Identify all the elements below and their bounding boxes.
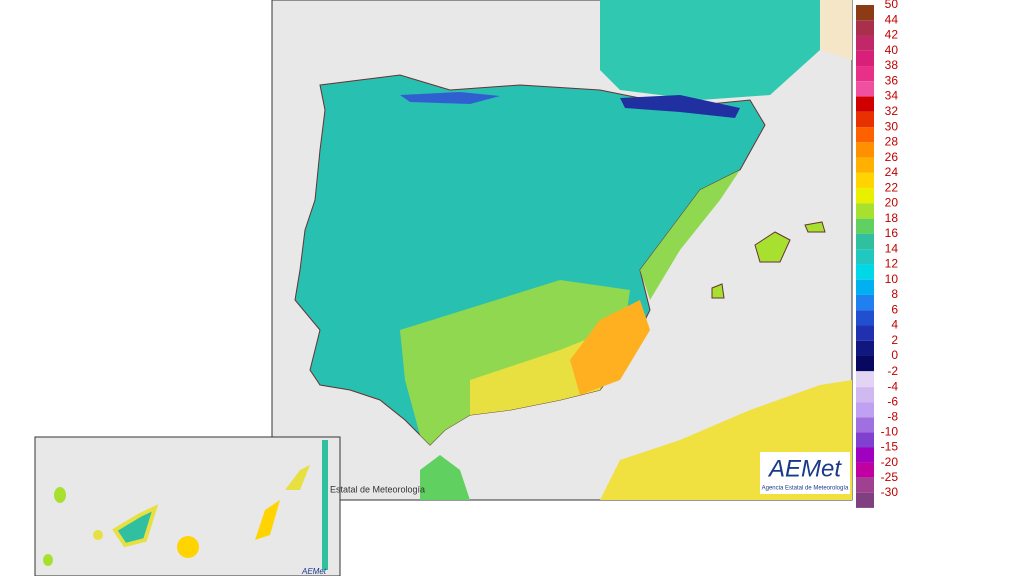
legend-label: 38 — [885, 58, 899, 72]
inset-legend — [322, 440, 328, 570]
legend-swatch — [856, 66, 874, 82]
legend-swatch — [856, 81, 874, 97]
legend-swatch — [856, 172, 874, 189]
legend-swatch — [856, 462, 874, 478]
hot-region — [570, 300, 650, 395]
logo-subtitle: Agencia Estatal de Meteorología — [762, 486, 849, 492]
legend-swatch — [856, 447, 874, 463]
africa-west — [420, 455, 470, 500]
legend-label: 28 — [885, 135, 899, 149]
legend-label: 4 — [891, 318, 898, 332]
legend-swatch — [856, 264, 874, 280]
legend-label: 2 — [891, 333, 898, 347]
fuerteventura — [255, 500, 280, 540]
legend-label: 12 — [885, 257, 899, 271]
legend-label: 6 — [891, 302, 898, 316]
legend-swatch — [856, 127, 874, 143]
legend-label: -2 — [887, 364, 898, 378]
logo: AEMet — [767, 455, 842, 482]
legend-label: 26 — [885, 150, 899, 164]
legend-swatch — [856, 5, 874, 21]
legend-label: 24 — [885, 165, 899, 179]
legend-swatch — [856, 477, 874, 493]
island — [43, 554, 53, 566]
legend-label: 18 — [885, 211, 899, 225]
legend-label: 10 — [885, 272, 899, 286]
legend-label: 22 — [885, 180, 899, 194]
legend-label: 32 — [885, 104, 899, 118]
legend-label: 42 — [885, 28, 899, 42]
legend-label: -4 — [887, 379, 898, 393]
gran-canaria — [177, 536, 199, 558]
legend-swatch — [856, 325, 874, 341]
legend-label: 34 — [885, 89, 899, 103]
legend-swatch — [856, 355, 874, 372]
inset-logo: AEMet — [301, 567, 327, 576]
tenerife — [112, 504, 159, 548]
legend-label: 0 — [891, 348, 898, 362]
legend-swatch — [856, 294, 874, 311]
menorca — [804, 221, 826, 233]
logo-box — [760, 452, 850, 494]
ibiza — [711, 283, 725, 299]
legend-swatch — [856, 432, 874, 448]
legend-label: 50 — [885, 0, 899, 11]
legend-swatch — [856, 157, 874, 173]
legend-swatch — [856, 203, 874, 219]
legend-swatch — [856, 249, 874, 265]
france — [600, 0, 820, 100]
inset-caption: Estatal de Meteorología — [330, 484, 425, 494]
legend-swatch — [856, 310, 874, 326]
legend-label: -30 — [881, 485, 899, 499]
legend-label: 8 — [891, 287, 898, 301]
lanzarote — [285, 465, 310, 490]
legend-swatch — [856, 233, 874, 250]
legend-label: -20 — [881, 455, 899, 469]
legend-label: 14 — [885, 241, 899, 255]
legend-swatch — [856, 35, 874, 51]
legend-swatch — [856, 492, 874, 508]
legend-swatch — [856, 111, 874, 128]
legend-swatch — [856, 340, 874, 356]
island — [54, 487, 66, 503]
legend-swatch — [856, 50, 874, 67]
legend-swatch — [856, 402, 874, 418]
legend-label: 44 — [885, 12, 899, 26]
legend-label: 30 — [885, 119, 899, 133]
legend-label: -10 — [881, 425, 899, 439]
legend-label: -25 — [881, 470, 899, 484]
legend-swatch — [856, 96, 874, 112]
legend-label: -8 — [887, 409, 898, 423]
legend-swatch — [856, 218, 874, 234]
legend-swatch — [856, 387, 874, 403]
warmer-region — [470, 330, 610, 415]
legend-label: -15 — [881, 440, 899, 454]
mallorca — [754, 231, 791, 263]
legend-swatch — [856, 188, 874, 204]
island — [93, 530, 103, 540]
legend-label: 40 — [885, 43, 899, 57]
legend-label: 20 — [885, 196, 899, 210]
legend-swatch — [856, 20, 874, 36]
legend-label: -6 — [887, 394, 898, 408]
legend-label: 16 — [885, 226, 899, 240]
legend-swatch — [856, 142, 874, 158]
legend-swatch — [856, 279, 874, 295]
pyrenees — [620, 95, 740, 118]
warm-region — [400, 280, 630, 445]
land-edge — [820, 0, 852, 60]
legend-swatch — [856, 372, 874, 388]
legend-swatch — [856, 417, 874, 433]
coast-region — [640, 170, 740, 300]
legend-label: 36 — [885, 73, 899, 87]
cantabrian — [400, 92, 500, 104]
